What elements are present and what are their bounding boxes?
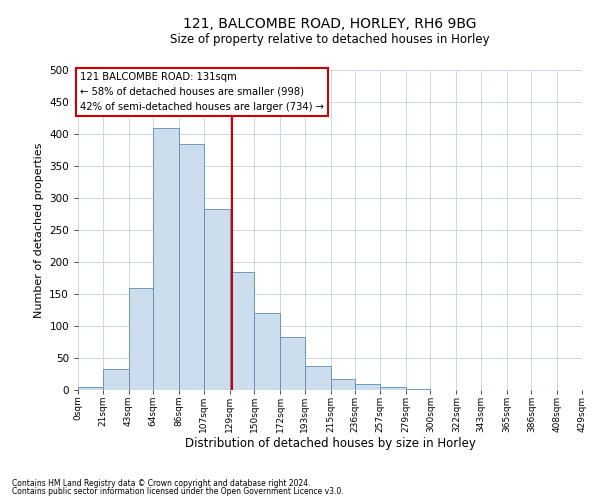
Bar — [153, 128, 179, 390]
Bar — [128, 288, 153, 390]
Bar — [280, 337, 305, 390]
Bar — [355, 384, 380, 390]
Bar — [331, 379, 355, 390]
Bar — [406, 388, 430, 390]
Bar — [103, 369, 128, 390]
Text: 121 BALCOMBE ROAD: 131sqm
← 58% of detached houses are smaller (998)
42% of semi: 121 BALCOMBE ROAD: 131sqm ← 58% of detac… — [80, 72, 324, 112]
Bar — [78, 387, 103, 390]
Y-axis label: Number of detached properties: Number of detached properties — [34, 142, 44, 318]
Bar — [204, 209, 230, 390]
Text: Contains HM Land Registry data © Crown copyright and database right 2024.: Contains HM Land Registry data © Crown c… — [12, 478, 311, 488]
Bar — [179, 144, 204, 390]
Bar — [380, 387, 406, 390]
Text: 121, BALCOMBE ROAD, HORLEY, RH6 9BG: 121, BALCOMBE ROAD, HORLEY, RH6 9BG — [183, 18, 477, 32]
Text: Size of property relative to detached houses in Horley: Size of property relative to detached ho… — [170, 32, 490, 46]
Bar — [305, 366, 331, 390]
X-axis label: Distribution of detached houses by size in Horley: Distribution of detached houses by size … — [185, 438, 475, 450]
Text: Contains public sector information licensed under the Open Government Licence v3: Contains public sector information licen… — [12, 487, 344, 496]
Bar — [254, 313, 280, 390]
Bar — [230, 272, 254, 390]
